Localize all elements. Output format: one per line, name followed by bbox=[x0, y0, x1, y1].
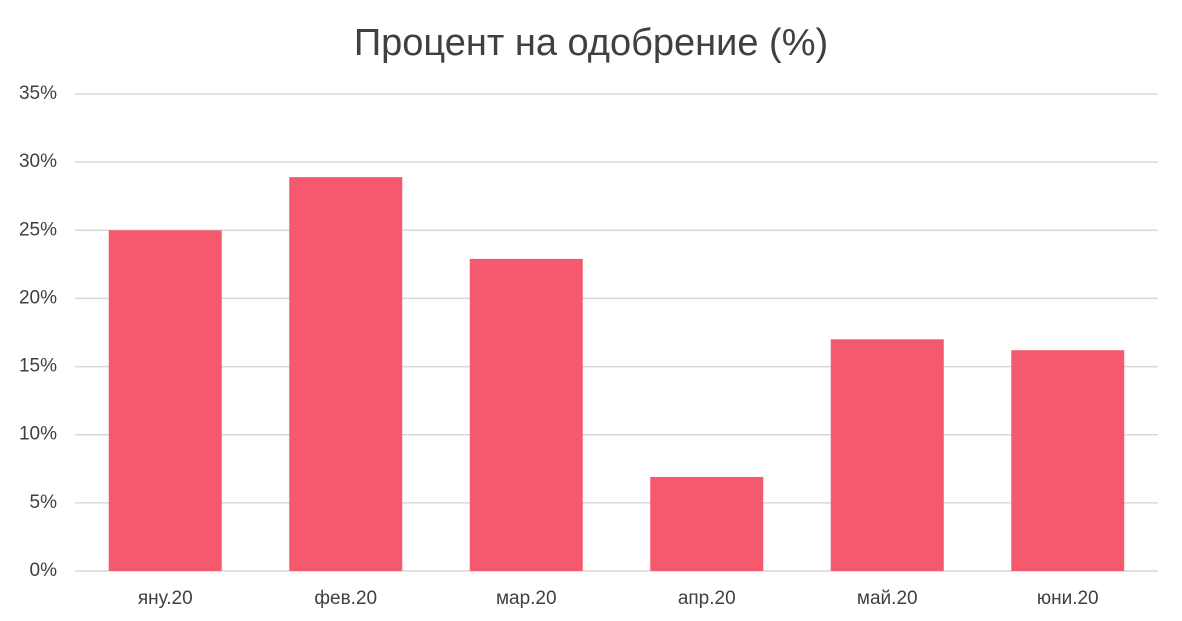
x-tick-label: юни.20 bbox=[1037, 588, 1099, 609]
x-tick-label: фев.20 bbox=[314, 588, 377, 609]
bar bbox=[108, 230, 222, 572]
x-tick-label: апр.20 bbox=[678, 588, 736, 609]
bar bbox=[469, 258, 583, 571]
y-tick-label: 0% bbox=[30, 560, 58, 581]
x-tick-label: мар.20 bbox=[496, 588, 557, 609]
y-tick-label: 30% bbox=[19, 151, 57, 172]
y-tick-label: 5% bbox=[30, 492, 58, 513]
bar bbox=[650, 476, 764, 571]
bar bbox=[289, 177, 403, 572]
y-tick-label: 35% bbox=[19, 83, 57, 104]
x-tick-label: май.20 bbox=[857, 588, 918, 609]
y-tick-label: 25% bbox=[19, 219, 57, 240]
bar bbox=[1011, 350, 1125, 571]
y-tick-label: 10% bbox=[19, 424, 57, 445]
y-tick-label: 15% bbox=[19, 356, 57, 377]
chart-title: Процент на одобрение (%) bbox=[354, 22, 828, 64]
x-tick-label: яну.20 bbox=[138, 588, 193, 609]
y-tick-label: 20% bbox=[19, 287, 57, 308]
bar bbox=[830, 339, 944, 571]
